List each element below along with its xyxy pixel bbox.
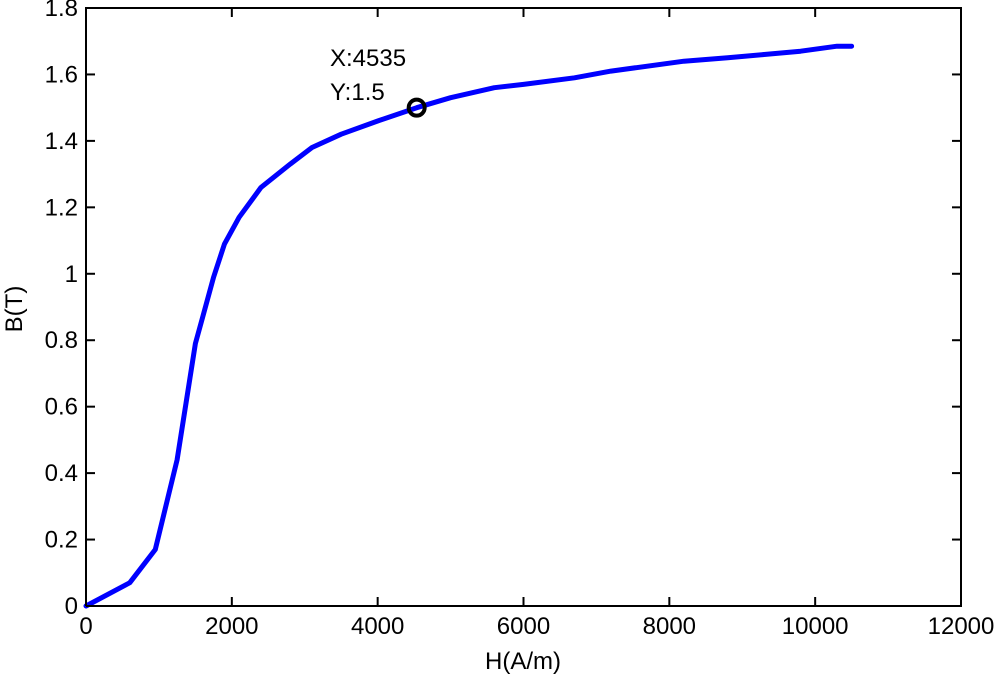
x-tick-label: 6000	[497, 613, 550, 640]
y-tick-label: 1.4	[45, 128, 78, 155]
x-tick-label: 4000	[351, 613, 404, 640]
datatip-marker	[406, 97, 427, 118]
series-line	[83, 43, 855, 609]
y-axis-label: B(T)	[1, 286, 28, 333]
y-tick-label: 1.6	[45, 61, 78, 88]
y-tick-label: 0.2	[45, 527, 78, 554]
x-axis-ticks: 0 2000 4000 6000 8000 10000 12000	[79, 8, 994, 640]
y-tick-label: 0	[65, 593, 78, 620]
y-axis-ticks: 0 0.2 0.4 0.6 0.8 1 1.2 1.4 1.6 1.8	[45, 0, 961, 620]
datatip-x-text: X:4535	[330, 45, 406, 72]
y-tick-label: 0.8	[45, 327, 78, 354]
y-tick-label: 0.4	[45, 460, 78, 487]
x-axis-label: H(A/m)	[485, 648, 561, 675]
datatip-y-text: Y:1.5	[330, 79, 385, 106]
y-tick-label: 1	[65, 261, 78, 288]
y-tick-label: 1.2	[45, 194, 78, 221]
x-tick-label: 2000	[205, 613, 258, 640]
x-tick-label: 0	[79, 613, 92, 640]
x-tick-label: 10000	[782, 613, 849, 640]
datatip: X:4535 Y:1.5	[330, 45, 427, 118]
x-tick-label: 8000	[643, 613, 696, 640]
y-tick-label: 1.8	[45, 0, 78, 22]
x-tick-label: 12000	[928, 613, 995, 640]
y-tick-label: 0.6	[45, 394, 78, 421]
